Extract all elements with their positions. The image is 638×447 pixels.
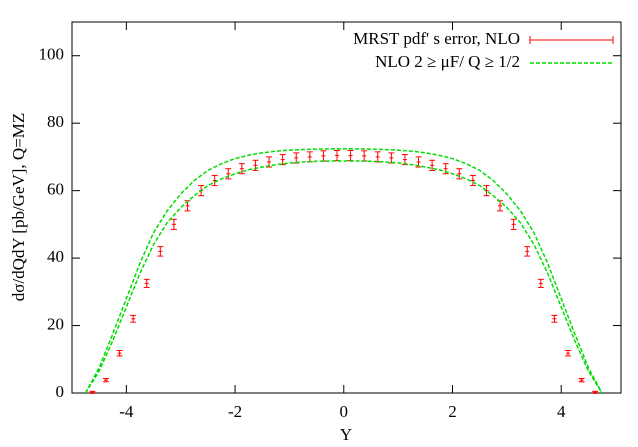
y-axis-label: dσ/dQdY [pb/GeV], Q=MZ [9, 113, 28, 302]
error-bar [388, 152, 395, 164]
error-bar [510, 218, 517, 230]
legend-label: NLO 2 ≥ μF/ Q ≥ 1/2 [375, 52, 520, 71]
y-tick-label: 80 [47, 112, 64, 131]
error-bar [130, 314, 137, 323]
error-bar [551, 314, 558, 323]
error-bar [333, 150, 340, 162]
error-bar [565, 350, 572, 357]
error-bar [483, 185, 490, 197]
error-bar [293, 152, 300, 164]
error-bar [143, 278, 150, 288]
error-bar [361, 150, 368, 162]
error-bar [225, 168, 232, 180]
error-bar [592, 390, 599, 394]
error-bar [374, 151, 381, 163]
error-bar [116, 350, 123, 357]
error-bar [238, 163, 245, 175]
y-tick-label: 60 [47, 180, 64, 199]
error-bar [89, 390, 96, 394]
error-bar [429, 159, 436, 171]
error-bar [442, 163, 449, 175]
x-tick-label: 4 [557, 402, 566, 421]
error-bar [320, 150, 327, 162]
plot-frame [71, 21, 622, 394]
error-bar [456, 168, 463, 180]
legend-label: MRST pdf' s error, NLO [353, 29, 520, 48]
error-bar [347, 150, 354, 162]
y-tick-label: 100 [39, 45, 65, 64]
error-bar [578, 377, 585, 383]
error-bar [157, 246, 164, 257]
x-tick-label: 0 [340, 402, 349, 421]
x-tick-label: -4 [119, 402, 134, 421]
y-tick-label: 20 [47, 314, 64, 333]
error-bar [306, 151, 313, 163]
x-tick-label: 2 [448, 402, 457, 421]
y-tick-label: 0 [56, 382, 65, 401]
error-bar [211, 174, 218, 187]
x-axis-label: Y [340, 425, 352, 444]
error-bar [170, 218, 177, 230]
error-bar [102, 377, 109, 383]
error-bar [537, 278, 544, 288]
error-bar [524, 246, 531, 257]
x-tick-label: -2 [228, 402, 242, 421]
band-line [84, 160, 603, 394]
band-line [84, 148, 603, 394]
error-bar [469, 174, 476, 187]
y-tick-label: 40 [47, 247, 64, 266]
error-bar [497, 200, 504, 212]
